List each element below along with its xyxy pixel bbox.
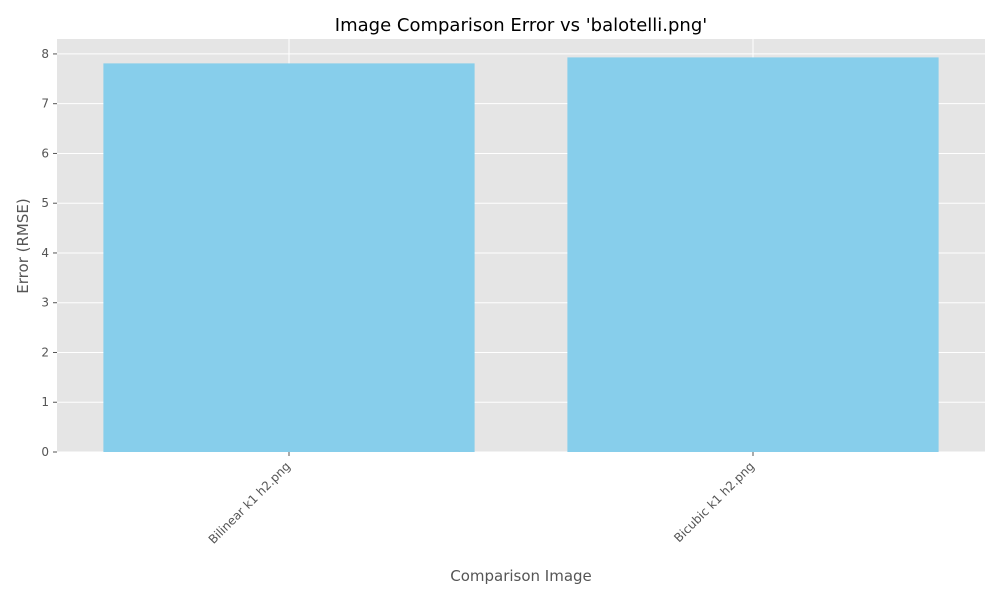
x-axis-label: Comparison Image: [450, 567, 592, 585]
chart-title: Image Comparison Error vs 'balotelli.png…: [335, 15, 707, 36]
y-axis-ticks: 0 1 2 3 4 5 6 7 8: [41, 47, 57, 459]
y-tick-label: 5: [41, 196, 49, 210]
y-tick-label: 8: [41, 47, 49, 61]
y-tick-label: 1: [41, 395, 49, 409]
y-tick-label: 4: [41, 246, 49, 260]
y-tick-label: 3: [41, 296, 49, 310]
bar: [567, 57, 939, 453]
y-axis-label: Error (RMSE): [14, 198, 32, 293]
bars: [103, 57, 939, 453]
x-axis-ticks: Bilinear k1 h2.png Bicubic k1 h2.png: [206, 452, 757, 547]
y-tick-label: 2: [41, 345, 49, 359]
bar: [103, 63, 475, 452]
x-tick-label: Bicubic k1 h2.png: [671, 459, 757, 545]
y-tick-label: 7: [41, 97, 49, 111]
y-tick-label: 6: [41, 146, 49, 160]
x-tick-label: Bilinear k1 h2.png: [206, 459, 293, 546]
y-tick-label: 0: [41, 445, 49, 459]
